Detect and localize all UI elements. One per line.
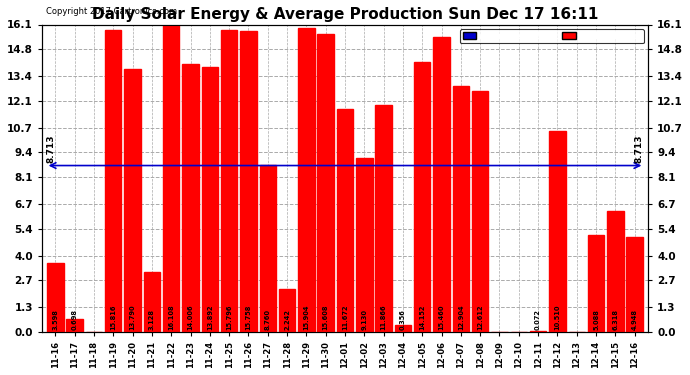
Bar xyxy=(337,109,353,332)
Text: 15.904: 15.904 xyxy=(304,304,309,330)
Text: 11.672: 11.672 xyxy=(342,304,348,330)
Bar xyxy=(124,69,141,332)
Text: 12.904: 12.904 xyxy=(458,304,464,330)
Bar xyxy=(433,37,450,332)
Text: 15.796: 15.796 xyxy=(226,304,232,330)
Text: 6.318: 6.318 xyxy=(612,309,618,330)
Bar xyxy=(259,165,276,332)
Bar xyxy=(163,24,179,332)
Bar xyxy=(298,28,315,332)
Text: 13.892: 13.892 xyxy=(207,304,213,330)
Bar xyxy=(395,325,411,332)
Text: 9.130: 9.130 xyxy=(362,309,367,330)
Bar xyxy=(317,34,334,332)
Text: 8.713: 8.713 xyxy=(634,134,643,163)
Bar xyxy=(144,272,160,332)
Bar xyxy=(627,237,643,332)
Bar xyxy=(201,67,218,332)
Legend: Average  (kWh), Daily  (kWh): Average (kWh), Daily (kWh) xyxy=(460,29,644,44)
Bar xyxy=(530,330,546,332)
Text: 13.790: 13.790 xyxy=(130,304,136,330)
Bar xyxy=(221,30,237,332)
Text: 3.598: 3.598 xyxy=(52,309,59,330)
Text: 8.760: 8.760 xyxy=(265,309,270,330)
Text: 8.713: 8.713 xyxy=(47,134,56,163)
Text: 0.072: 0.072 xyxy=(535,309,541,330)
Text: 4.948: 4.948 xyxy=(631,309,638,330)
Text: 0.698: 0.698 xyxy=(72,309,78,330)
Bar xyxy=(375,105,392,332)
Bar xyxy=(549,131,566,332)
Title: Daily Solar Energy & Average Production Sun Dec 17 16:11: Daily Solar Energy & Average Production … xyxy=(92,7,598,22)
Text: 10.510: 10.510 xyxy=(554,304,560,330)
Bar xyxy=(279,289,295,332)
Text: Copyright 2017 Cartronics.com: Copyright 2017 Cartronics.com xyxy=(46,7,177,16)
Bar xyxy=(105,30,121,332)
Text: 14.152: 14.152 xyxy=(420,304,425,330)
Text: 16.108: 16.108 xyxy=(168,304,174,330)
Text: 15.816: 15.816 xyxy=(110,304,117,330)
Bar xyxy=(182,64,199,332)
Bar xyxy=(607,211,624,332)
Bar xyxy=(66,319,83,332)
Bar xyxy=(453,86,469,332)
Text: 0.356: 0.356 xyxy=(400,309,406,330)
Text: 15.758: 15.758 xyxy=(246,304,251,330)
Text: 5.088: 5.088 xyxy=(593,309,599,330)
Bar xyxy=(47,263,63,332)
Bar xyxy=(588,235,604,332)
Text: 15.460: 15.460 xyxy=(439,304,444,330)
Text: 3.128: 3.128 xyxy=(149,309,155,330)
Text: 2.242: 2.242 xyxy=(284,309,290,330)
Bar xyxy=(240,31,257,332)
Bar xyxy=(356,158,373,332)
Bar xyxy=(472,91,489,332)
Text: 11.866: 11.866 xyxy=(381,304,386,330)
Text: 14.006: 14.006 xyxy=(188,304,193,330)
Text: 12.612: 12.612 xyxy=(477,304,483,330)
Text: 15.608: 15.608 xyxy=(323,304,328,330)
Bar xyxy=(414,62,431,332)
